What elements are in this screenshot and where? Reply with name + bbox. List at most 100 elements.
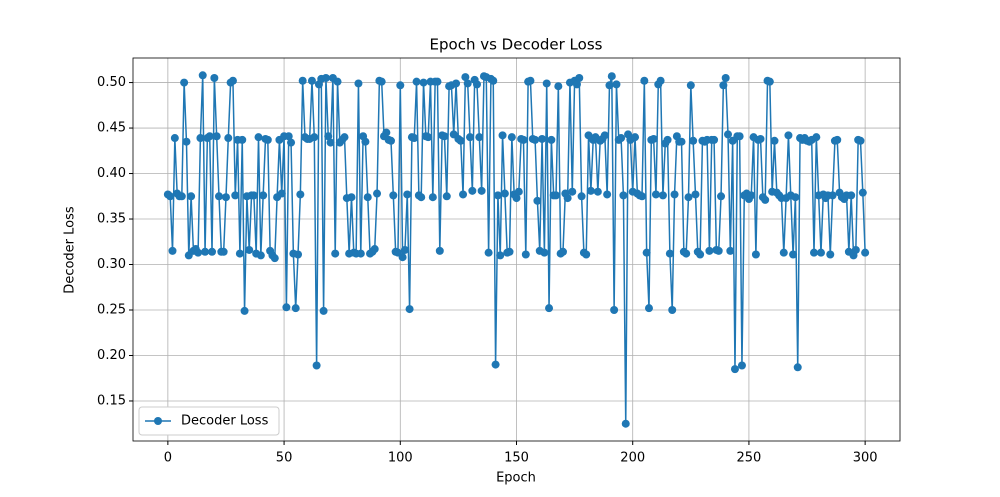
legend-marker — [154, 417, 162, 425]
data-point — [296, 190, 305, 199]
data-point — [324, 132, 333, 141]
data-point — [428, 193, 437, 202]
data-point — [389, 191, 398, 200]
data-point — [747, 191, 756, 200]
data-point — [284, 132, 293, 141]
data-point — [410, 134, 419, 143]
x-tick-label: 0 — [164, 451, 172, 466]
data-point — [735, 132, 744, 141]
data-point — [586, 186, 595, 195]
y-tick-label: 0.15 — [97, 393, 126, 408]
data-point — [187, 192, 196, 201]
data-point — [665, 249, 674, 258]
x-tick-label: 100 — [388, 451, 413, 466]
data-point — [621, 419, 630, 428]
data-point — [656, 76, 665, 85]
data-point — [361, 137, 370, 146]
y-tick-label: 0.35 — [97, 212, 126, 227]
y-axis-label: Decoder Loss — [63, 206, 78, 294]
data-point — [689, 136, 698, 145]
x-axis-label: Epoch — [496, 471, 536, 486]
data-point — [793, 363, 802, 372]
data-point — [405, 305, 414, 314]
data-point — [208, 247, 217, 256]
data-point — [640, 76, 649, 85]
data-point — [526, 76, 535, 85]
data-point — [417, 193, 426, 202]
data-point — [166, 192, 175, 201]
data-point — [538, 134, 547, 143]
data-point — [468, 186, 477, 195]
data-point — [847, 191, 856, 200]
y-tick-label: 0.40 — [97, 166, 126, 181]
data-point — [612, 80, 621, 89]
data-point — [277, 189, 286, 198]
data-point — [196, 134, 205, 143]
data-point — [440, 132, 449, 141]
data-point — [435, 246, 444, 255]
data-point — [496, 251, 505, 260]
data-point — [779, 248, 788, 257]
data-point — [254, 133, 263, 142]
data-point — [477, 186, 486, 195]
data-point — [531, 135, 540, 144]
data-point — [644, 304, 653, 313]
data-point — [354, 79, 363, 88]
data-point — [770, 136, 779, 145]
data-point — [505, 247, 514, 256]
data-point — [259, 191, 268, 200]
data-point — [670, 190, 679, 199]
data-point — [575, 74, 584, 83]
data-point — [851, 245, 860, 254]
data-point — [507, 133, 516, 142]
data-point — [642, 248, 651, 257]
data-point — [177, 192, 186, 201]
data-point — [331, 249, 340, 258]
data-point — [238, 135, 247, 144]
data-point — [710, 135, 719, 144]
data-point — [442, 192, 451, 201]
data-point — [617, 134, 626, 143]
x-tick-label: 250 — [737, 451, 762, 466]
data-point — [761, 195, 770, 204]
data-point — [816, 248, 825, 257]
data-point — [382, 128, 391, 137]
x-tick-label: 150 — [504, 451, 529, 466]
data-point — [737, 361, 746, 370]
data-point — [333, 77, 342, 86]
data-point — [631, 133, 640, 142]
data-point — [321, 74, 330, 83]
data-point — [231, 191, 240, 200]
data-point — [498, 131, 507, 140]
data-point — [519, 135, 528, 144]
data-point — [833, 135, 842, 144]
data-point — [638, 192, 647, 201]
data-point — [194, 248, 203, 257]
data-point — [170, 134, 179, 143]
data-point — [396, 81, 405, 90]
data-point — [363, 193, 372, 202]
data-point — [540, 248, 549, 257]
data-point — [475, 133, 484, 142]
data-point — [235, 249, 244, 258]
data-point — [547, 135, 556, 144]
data-point — [282, 303, 291, 312]
y-tick-label: 0.20 — [97, 348, 126, 363]
data-point — [545, 304, 554, 313]
data-point — [696, 250, 705, 259]
data-point — [552, 191, 561, 200]
data-point — [463, 79, 472, 88]
data-point — [491, 360, 500, 369]
data-point — [600, 131, 609, 140]
data-point — [512, 194, 521, 203]
data-point — [245, 245, 254, 254]
data-point — [514, 187, 523, 196]
data-point — [182, 137, 191, 146]
data-point — [765, 77, 774, 86]
data-point — [377, 77, 386, 86]
data-point — [424, 133, 433, 142]
data-point — [386, 136, 395, 145]
data-point — [649, 134, 658, 143]
data-point — [668, 305, 677, 314]
data-point — [221, 193, 230, 202]
